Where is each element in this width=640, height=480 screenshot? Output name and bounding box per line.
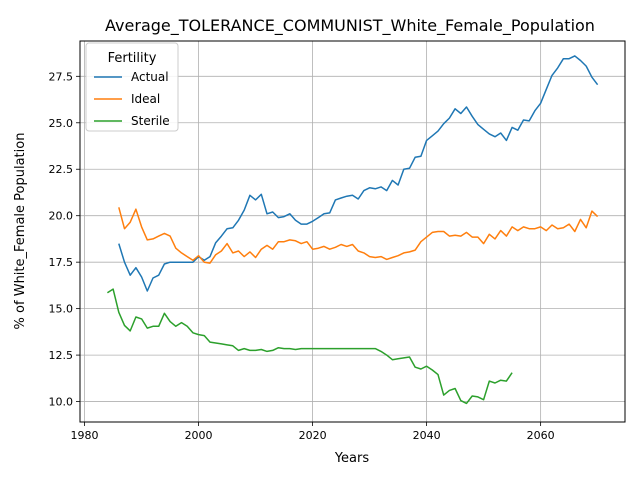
- x-axis-label: Years: [334, 451, 370, 466]
- y-tick-label: 25.0: [49, 117, 74, 130]
- y-tick-label: 20.0: [49, 210, 74, 223]
- series-line-sterile: [106, 288, 513, 405]
- y-tick-label: 15.0: [49, 303, 74, 316]
- y-tick-label: 12.5: [49, 349, 74, 362]
- legend-items: Actual Ideal Sterile: [94, 70, 170, 128]
- chart-title: Average_TOLERANCE_COMMUNIST_White_Female…: [105, 16, 595, 36]
- x-tick-label: 2020: [299, 429, 327, 442]
- legend-box: [85, 42, 179, 132]
- x-tick-label: 2060: [527, 429, 555, 442]
- legend: Fertility Actual Ideal Sterile: [85, 42, 179, 132]
- y-tick-label: 27.5: [49, 70, 74, 83]
- x-tick-label: 2000: [185, 429, 213, 442]
- legend-label-actual: Actual: [131, 70, 169, 84]
- y-tick-label: 17.5: [49, 256, 74, 269]
- legend-label-ideal: Ideal: [131, 92, 160, 106]
- y-axis-ticks: 10.0 12.5 15.0 17.5 20.0 22.5 25.0 27.5: [49, 70, 80, 409]
- x-axis-ticks: 1980 2000 2020 2040 2060: [71, 422, 555, 442]
- y-tick-label: 22.5: [49, 163, 74, 176]
- y-axis-label: % of White_Female Population: [13, 133, 28, 330]
- x-tick-label: 2040: [413, 429, 441, 442]
- legend-title: Fertility: [108, 51, 157, 66]
- y-tick-label: 10.0: [49, 396, 74, 409]
- plot-frame: [79, 40, 626, 423]
- series-lines: [106, 55, 599, 405]
- series-line-ideal: [118, 207, 599, 264]
- legend-label-sterile: Sterile: [131, 114, 170, 128]
- x-tick-label: 1980: [71, 429, 99, 442]
